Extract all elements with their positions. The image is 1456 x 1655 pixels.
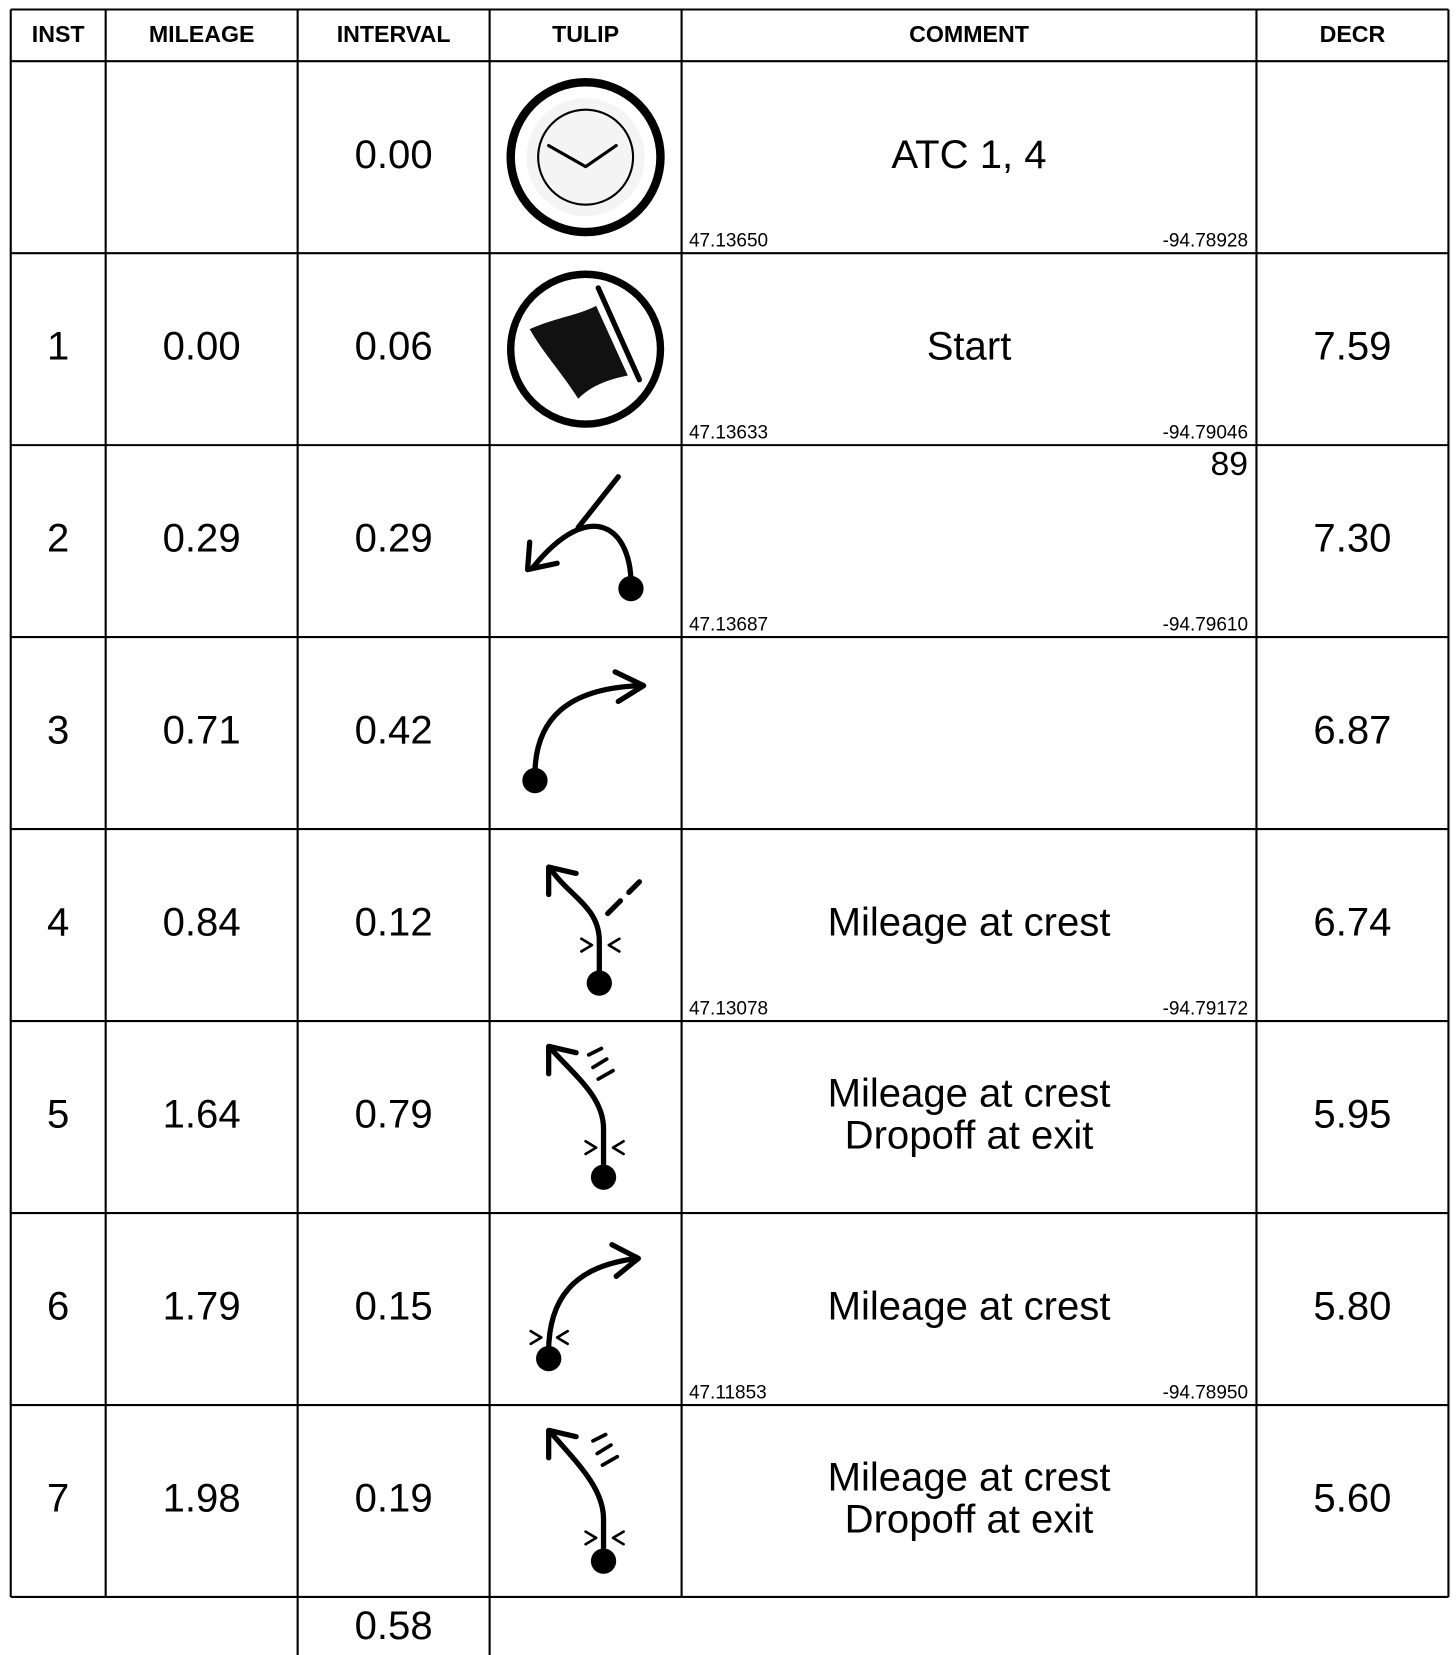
interval-cell: 0.00: [355, 133, 433, 177]
decr-cell: 7.59: [1313, 325, 1391, 369]
column-header: TULIP: [552, 21, 619, 47]
keep-left-crest-drop-icon: [546, 1427, 625, 1574]
comment-line: Dropoff at exit: [845, 1114, 1094, 1158]
total-interval: 0.58: [355, 1604, 433, 1648]
inst-cell: 1: [47, 325, 69, 369]
inst-cell: 7: [47, 1477, 69, 1521]
comment-line: ATC 1, 4: [891, 133, 1046, 177]
latitude: 47.13078: [689, 998, 768, 1019]
mileage-cell: 0.29: [163, 517, 241, 561]
mileage-cell: 1.64: [163, 1093, 241, 1137]
longitude: -94.79172: [1163, 998, 1248, 1019]
interval-cell: 0.42: [355, 709, 433, 753]
mileage-cell: 1.79: [163, 1285, 241, 1329]
keep-left-crest-drop-icon: [546, 1043, 625, 1190]
column-header: COMMENT: [909, 21, 1029, 47]
mileage-cell: 0.71: [163, 709, 241, 753]
mileage-cell: 0.00: [163, 325, 241, 369]
longitude: -94.78928: [1163, 231, 1248, 252]
mileage-cell: 1.98: [163, 1477, 241, 1521]
comment-line: Mileage at crest: [828, 1285, 1111, 1329]
column-header: DECR: [1320, 21, 1386, 47]
keep-left-crest-icon: [546, 864, 643, 996]
inst-cell: 2: [47, 517, 69, 561]
interval-cell: 0.29: [355, 517, 433, 561]
interval-cell: 0.12: [355, 901, 433, 945]
tulip-icons: [506, 78, 665, 1574]
decr-cell: 7.30: [1313, 517, 1391, 561]
turn-right-crest-icon: [529, 1242, 641, 1372]
turn-right-icon: [522, 669, 647, 794]
inst-cell: 5: [47, 1093, 69, 1137]
heading: 89: [1210, 445, 1248, 483]
latitude: 47.13633: [689, 423, 768, 444]
clock-icon: [506, 78, 665, 237]
inst-cell: 3: [47, 709, 69, 753]
interval-cell: 0.15: [355, 1285, 433, 1329]
longitude: -94.79610: [1163, 615, 1248, 636]
latitude: 47.13650: [689, 231, 768, 252]
mileage-cell: 0.84: [163, 901, 241, 945]
longitude: -94.78950: [1163, 1382, 1248, 1403]
longitude: -94.79046: [1163, 423, 1248, 444]
latitude: 47.11853: [689, 1382, 767, 1403]
comment-line: Start: [927, 325, 1012, 369]
inst-cell: 6: [47, 1285, 69, 1329]
inst-cell: 4: [47, 901, 69, 945]
column-header: MILEAGE: [149, 21, 255, 47]
comment-line: Dropoff at exit: [845, 1498, 1094, 1542]
flag-icon: [507, 270, 665, 428]
latitude: 47.13687: [689, 615, 768, 636]
decr-cell: 5.95: [1313, 1093, 1391, 1137]
column-header: INST: [32, 21, 85, 47]
turn-left-icon: [524, 474, 644, 602]
decr-cell: 5.60: [1313, 1477, 1391, 1521]
comment-line: Mileage at crest: [828, 901, 1111, 945]
decr-cell: 5.80: [1313, 1285, 1391, 1329]
interval-cell: 0.79: [355, 1093, 433, 1137]
decr-cell: 6.87: [1313, 709, 1391, 753]
decr-cell: 6.74: [1313, 901, 1391, 945]
column-header: INTERVAL: [337, 21, 451, 47]
table-grid: [9, 8, 1450, 1655]
interval-cell: 0.19: [355, 1477, 433, 1521]
comment-line: Mileage at crest: [828, 1455, 1111, 1499]
interval-cell: 0.06: [355, 325, 433, 369]
comment-line: Mileage at crest: [828, 1072, 1111, 1116]
